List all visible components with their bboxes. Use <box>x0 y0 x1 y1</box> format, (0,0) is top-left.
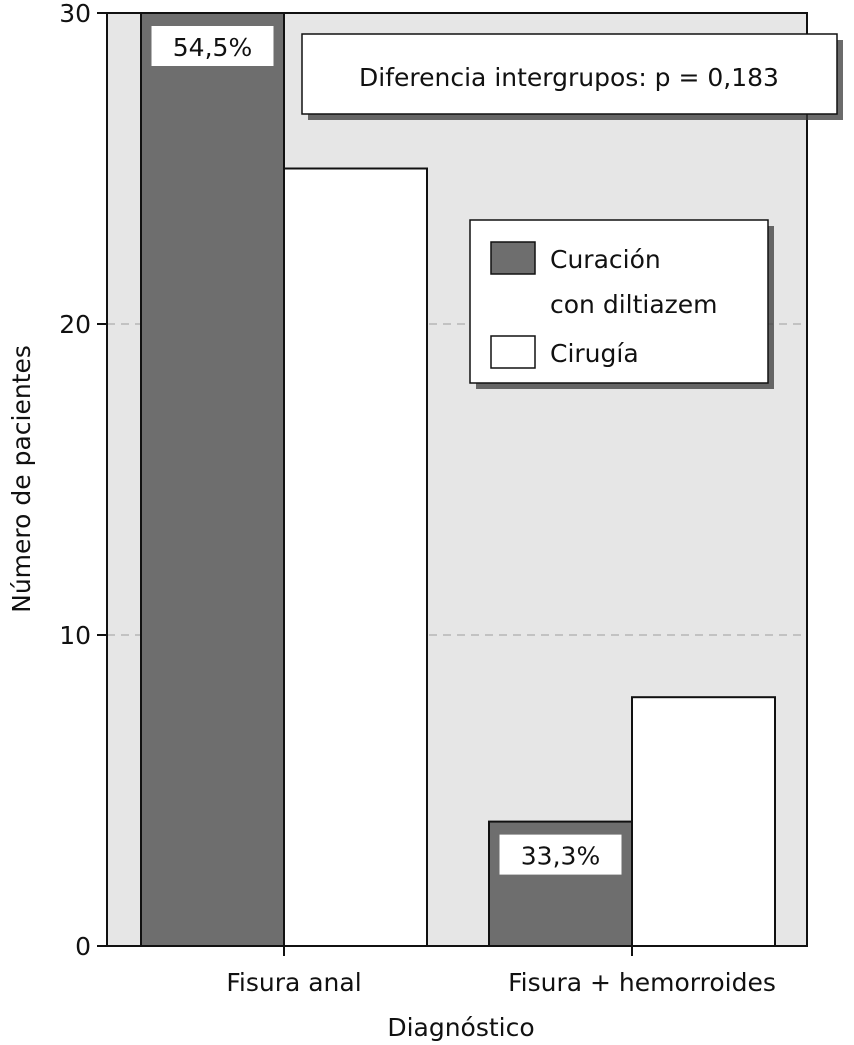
annotation-box: Diferencia intergrupos: p = 0,183 <box>301 33 843 120</box>
y-axis-title: Número de pacientes <box>7 345 36 613</box>
plot-frame <box>106 12 808 947</box>
y-tick-label: 10 <box>59 621 91 650</box>
y-tick-label: 30 <box>59 0 91 28</box>
legend-swatch <box>490 241 536 275</box>
bar-label-box <box>499 834 622 875</box>
bar <box>283 167 428 947</box>
bar-label: 54,5% <box>173 33 252 62</box>
x-tick-label: Fisura anal <box>226 968 361 997</box>
bar-label: 33,3% <box>521 842 600 871</box>
legend-label: con diltiazem <box>550 290 718 319</box>
legend: Curación con diltiazem Cirugía <box>469 219 774 389</box>
y-tick-label: 20 <box>59 310 91 339</box>
bar <box>631 696 776 948</box>
legend-label: Curación <box>550 245 661 274</box>
bar <box>140 12 285 947</box>
bar-label-box <box>151 26 274 66</box>
x-tick-label: Fisura + hemorroides <box>508 968 776 997</box>
legend-label: Cirugía <box>550 339 639 368</box>
x-axis-title: Diagnóstico <box>387 1013 534 1042</box>
legend-swatch <box>490 335 536 369</box>
y-tick-label: 0 <box>75 932 91 961</box>
annotation-text: Diferencia intergrupos: p = 0,183 <box>359 63 779 92</box>
